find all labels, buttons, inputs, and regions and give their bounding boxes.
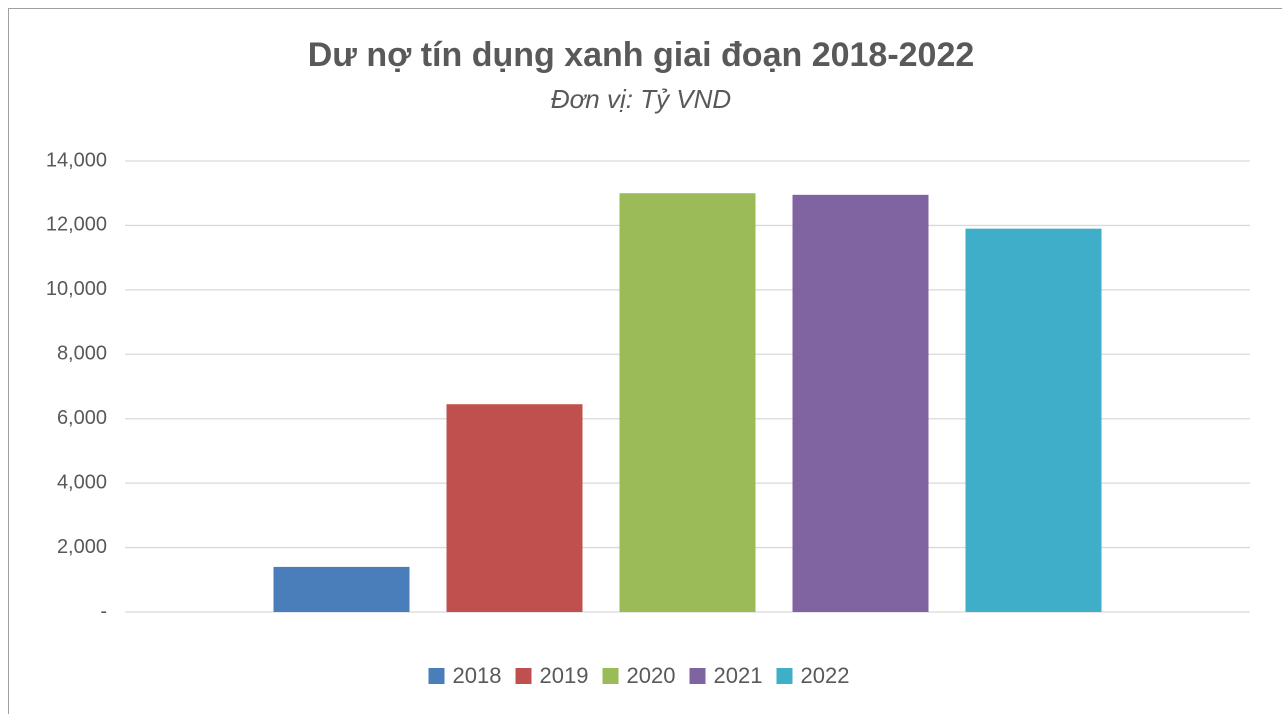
legend-label: 2020 xyxy=(627,663,676,688)
bar xyxy=(965,228,1102,612)
chart-title: Dư nợ tín dụng xanh giai đoạn 2018-2022 xyxy=(308,36,975,74)
legend-label: 2021 xyxy=(714,663,763,688)
bar xyxy=(273,566,410,612)
y-tick-label: 10,000 xyxy=(46,278,107,300)
chart-subtitle: Đơn vị: Tỷ VND xyxy=(551,84,731,114)
legend-label: 2018 xyxy=(453,663,502,688)
bar xyxy=(792,194,929,612)
y-tick-label: - xyxy=(100,600,107,622)
legend-swatch xyxy=(776,668,793,684)
bar xyxy=(619,193,756,612)
y-tick-label: 14,000 xyxy=(46,149,107,171)
legend-swatch xyxy=(515,668,532,684)
y-tick-label: 12,000 xyxy=(46,214,107,236)
y-tick-label: 2,000 xyxy=(57,536,107,558)
legend-swatch xyxy=(602,668,619,684)
bar xyxy=(446,404,583,612)
legend-label: 2022 xyxy=(801,663,850,688)
legend-swatch xyxy=(428,668,445,684)
y-tick-label: 6,000 xyxy=(57,407,107,429)
legend-label: 2019 xyxy=(540,663,589,688)
y-tick-label: 4,000 xyxy=(57,471,107,493)
legend-swatch xyxy=(689,668,706,684)
y-tick-label: 8,000 xyxy=(57,343,107,365)
